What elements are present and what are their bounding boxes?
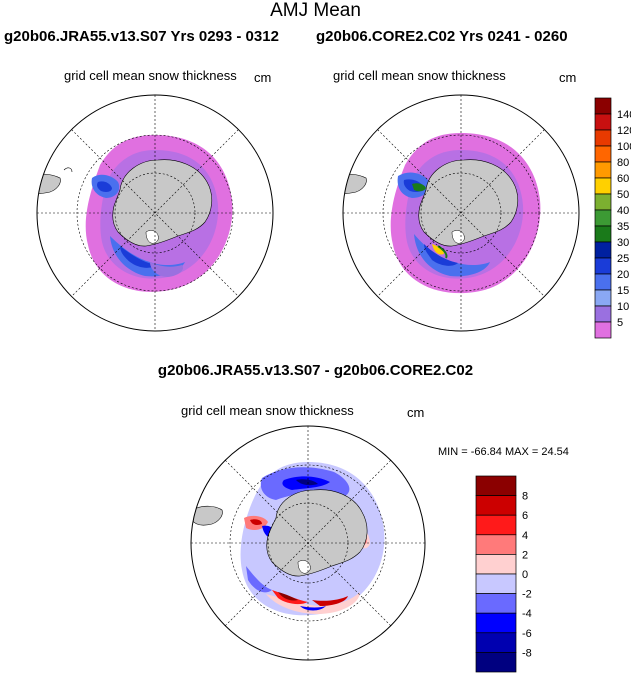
colorbar-diff-swatch	[475, 534, 517, 555]
colorbar-top-swatch	[594, 161, 612, 179]
colorbar-diff-label: -4	[522, 608, 532, 620]
min-max-readout: MIN = -66.84 MAX = 24.54	[438, 446, 569, 458]
right-panel-subtitle: grid cell mean snow thickness	[333, 68, 506, 83]
colorbar-top-swatch	[594, 241, 612, 259]
right-south-america-land	[343, 173, 367, 194]
right-panel-title: g20b06.CORE2.C02 Yrs 0241 - 0260	[316, 28, 568, 45]
diff-panel-subtitle: grid cell mean snow thickness	[181, 403, 354, 418]
colorbar-top-label: 60	[617, 173, 629, 185]
left-snow-blue-ross	[110, 236, 185, 277]
colorbar-top: 140 120 100 80 60 50 40 35 30 25 20 15 10 5	[594, 97, 631, 339]
diff-panel-units: cm	[407, 405, 425, 420]
colorbar-top-label: 140	[617, 109, 631, 121]
colorbar-top-label: 20	[617, 269, 629, 281]
left-panel-title: g20b06.JRA55.v13.S07 Yrs 0293 - 0312	[4, 28, 279, 45]
colorbar-top-swatch	[594, 273, 612, 291]
colorbar-top-swatch	[594, 289, 612, 307]
colorbar-top-swatch	[594, 113, 612, 131]
diff-south-america-land	[191, 505, 223, 526]
colorbar-top-label: 80	[617, 157, 629, 169]
colorbar-diff-swatch	[475, 475, 517, 496]
diff-panel-title: g20b06.JRA55.v13.S07 - g20b06.CORE2.C02	[157, 362, 474, 379]
colorbar-diff-label: 8	[522, 491, 528, 503]
colorbar-diff-swatch	[475, 632, 517, 653]
diff-antarctica-land	[266, 489, 368, 577]
left-panel-subtitle: grid cell mean snow thickness	[64, 68, 237, 83]
colorbar-top-swatch	[594, 305, 612, 323]
colorbar-top-label: 30	[617, 237, 629, 249]
right-panel-units: cm	[559, 70, 577, 85]
colorbar-top-label: 15	[617, 285, 629, 297]
left-panel-units: cm	[254, 70, 272, 85]
colorbar-top-swatch	[594, 129, 612, 147]
colorbar-top-label: 10	[617, 301, 629, 313]
right-snow-green-weddell	[412, 183, 426, 192]
colorbar-diff-label: 4	[522, 530, 528, 542]
colorbar-top-swatch	[594, 193, 612, 211]
colorbar-diff-swatch	[475, 593, 517, 614]
colorbar-top-label: 40	[617, 205, 629, 217]
colorbar-diff-label: 0	[522, 569, 528, 581]
colorbar-diff-label: 2	[522, 549, 528, 561]
colorbar-diff-swatch	[475, 554, 517, 575]
colorbar-diff-swatch	[475, 573, 517, 594]
left-polar-map	[37, 95, 273, 331]
colorbar-top-swatch	[594, 225, 612, 243]
left-south-america-land	[37, 173, 61, 194]
colorbar-top-swatch	[594, 321, 612, 339]
colorbar-top-label: 100	[617, 141, 631, 153]
colorbar-top-label: 50	[617, 189, 629, 201]
colorbar-top-label: 120	[617, 125, 631, 137]
colorbar-top-label: 5	[617, 317, 623, 329]
colorbar-top-swatch	[594, 97, 612, 115]
colorbar-diff-label: -6	[522, 628, 532, 640]
diff-pos-ross	[266, 592, 360, 614]
colorbar-diff-swatch	[475, 612, 517, 634]
colorbar-top-label: 25	[617, 253, 629, 265]
colorbar-top-swatch	[594, 145, 612, 163]
colorbar-top-swatch	[594, 177, 612, 195]
colorbar-diff-swatch	[475, 514, 517, 536]
diff-neg-ross-blue	[246, 566, 272, 593]
min-value: -66.84	[470, 446, 502, 458]
main-title: AMJ Mean	[270, 0, 361, 21]
colorbar-diff-swatch	[475, 495, 517, 516]
colorbar-top-swatch	[594, 209, 612, 227]
colorbar-diff-label: 6	[522, 510, 528, 522]
colorbar-diff-swatch	[475, 652, 517, 673]
right-polar-map	[343, 95, 579, 331]
max-value: 24.54	[541, 446, 569, 458]
colorbar-diff-label: -2	[522, 589, 532, 601]
colorbar-diff: 8 6 4 2 0 -2 -4 -6 -8	[475, 475, 532, 673]
colorbar-diff-label: -8	[522, 647, 532, 659]
max-label: MAX =	[504, 446, 539, 458]
min-label: MIN =	[438, 446, 468, 458]
right-snow-blue-ross	[414, 234, 490, 277]
diff-polar-map	[191, 426, 425, 660]
colorbar-top-label: 35	[617, 221, 629, 233]
colorbar-top-swatch	[594, 257, 612, 275]
